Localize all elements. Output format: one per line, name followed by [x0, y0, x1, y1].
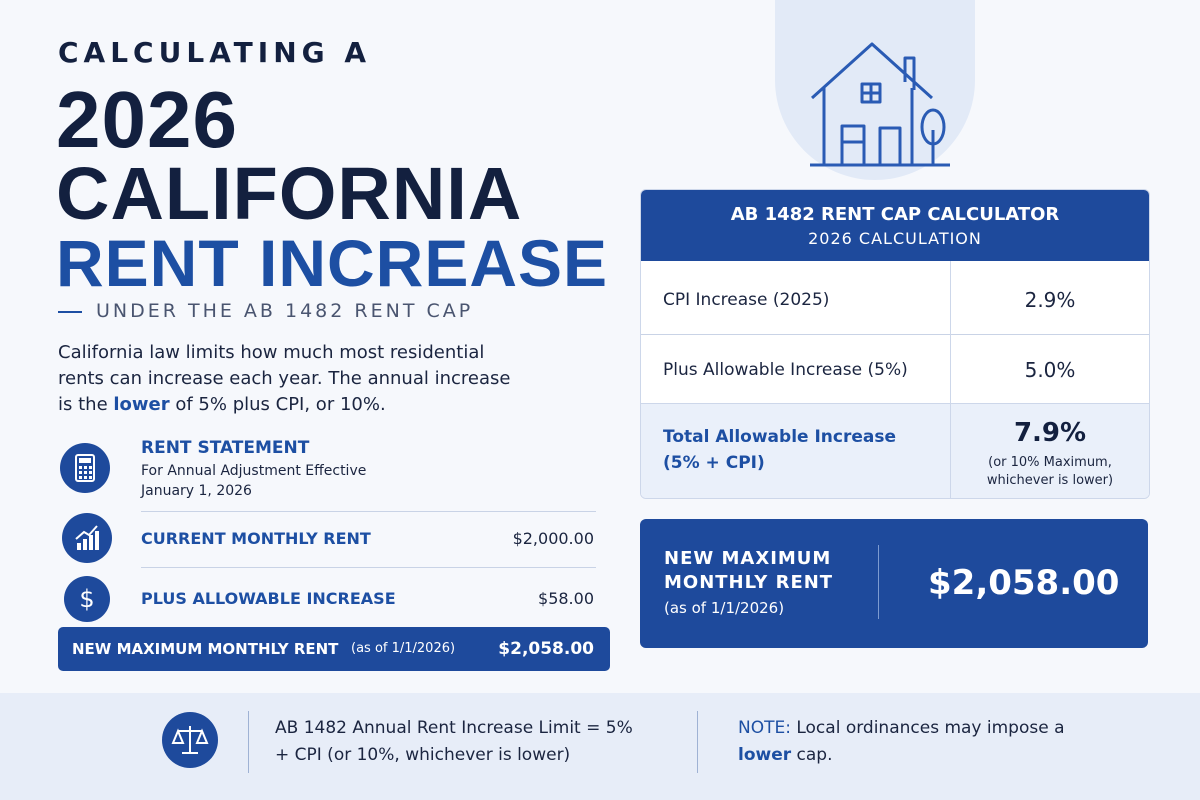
calc-label: CPI Increase (2025)	[663, 290, 830, 310]
total-note: (as of 1/1/2026)	[351, 641, 456, 656]
column-divider	[950, 261, 951, 498]
result-note: (as of 1/1/2026)	[664, 599, 785, 617]
result-card: NEW MAXIMUM MONTHLY RENT (as of 1/1/2026…	[640, 519, 1148, 648]
footer: AB 1482 Annual Rent Increase Limit = 5% …	[0, 693, 1200, 800]
note-text: cap.	[791, 745, 833, 765]
statement-title: RENT STATEMENT	[141, 438, 310, 458]
calc-total-label: Total Allowable Increase (5% + CPI)	[663, 427, 897, 473]
row-value: $58.00	[538, 589, 594, 608]
row-label: CURRENT MONTHLY RENT	[141, 529, 371, 548]
house-icon	[810, 42, 950, 167]
row-label: PLUS ALLOWABLE INCREASE	[141, 589, 396, 608]
intro: California law limits how much most resi…	[58, 340, 528, 418]
calculator-subtitle: 2026 CALCULATION	[808, 229, 982, 248]
statement-subtitle: For Annual Adjustment Effective January …	[141, 463, 367, 499]
note-emphasis: lower	[738, 745, 792, 765]
note-prefix: NOTE:	[738, 718, 791, 738]
divider	[697, 711, 698, 773]
calculator-card: AB 1482 RENT CAP CALCULATOR 2026 CALCULA…	[640, 189, 1150, 499]
result-value: $2,058.00	[928, 563, 1120, 603]
scales-icon	[162, 712, 218, 768]
calc-total-value: 7.9%	[1013, 418, 1087, 448]
total-value: $2,058.00	[498, 639, 594, 659]
icon	[171, 726, 209, 754]
note-text: Local ordinances may impose a	[790, 718, 1065, 738]
calc-value: 5.0%	[1024, 358, 1076, 382]
dollar-icon: $	[64, 576, 110, 622]
icon	[75, 454, 95, 482]
footer-note: NOTE: Local ordinances may impose a lowe…	[738, 715, 1088, 769]
intro-emphasis: lower	[113, 394, 170, 415]
divider	[248, 711, 249, 773]
house-circle	[775, 0, 975, 180]
calc-total-note: (or 10% Maximum, whichever is lower)	[986, 455, 1114, 488]
title-year: 2026	[56, 75, 238, 164]
calculator-header: AB 1482 RENT CAP CALCULATOR 2026 CALCULA…	[641, 190, 1149, 261]
calc-total-row	[641, 403, 1149, 498]
calc-value: 2.9%	[1024, 288, 1076, 312]
intro-text: of 5% plus CPI, or 10%.	[169, 394, 386, 415]
row-value: $2,000.00	[512, 529, 594, 548]
divider	[641, 334, 1149, 335]
calc-label: Plus Allowable Increase (5%)	[663, 360, 908, 380]
divider	[878, 545, 879, 619]
icon	[75, 525, 99, 550]
calculator-icon	[60, 443, 110, 493]
result-label: NEW MAXIMUM MONTHLY RENT	[664, 548, 834, 593]
title-line: CALIFORNIA	[56, 152, 523, 235]
divider	[141, 567, 596, 568]
divider	[141, 511, 596, 512]
calculator-title: AB 1482 RENT CAP CALCULATOR	[730, 204, 1060, 225]
total-label: NEW MAXIMUM MONTHLY RENT	[72, 640, 339, 658]
dash	[58, 311, 82, 313]
kicker: CALCULATING A	[58, 36, 372, 69]
icon: $	[79, 585, 94, 613]
svg-text:$: $	[79, 585, 94, 613]
chart-icon	[62, 513, 112, 563]
title-line: RENT INCREASE	[56, 226, 609, 300]
total-bar: NEW MAXIMUM MONTHLY RENT (as of 1/1/2026…	[58, 627, 610, 671]
footer-limit: AB 1482 Annual Rent Increase Limit = 5% …	[275, 718, 633, 765]
intro-text: California law limits how much most resi…	[58, 342, 511, 415]
subtitle: UNDER THE AB 1482 RENT CAP	[96, 300, 474, 322]
